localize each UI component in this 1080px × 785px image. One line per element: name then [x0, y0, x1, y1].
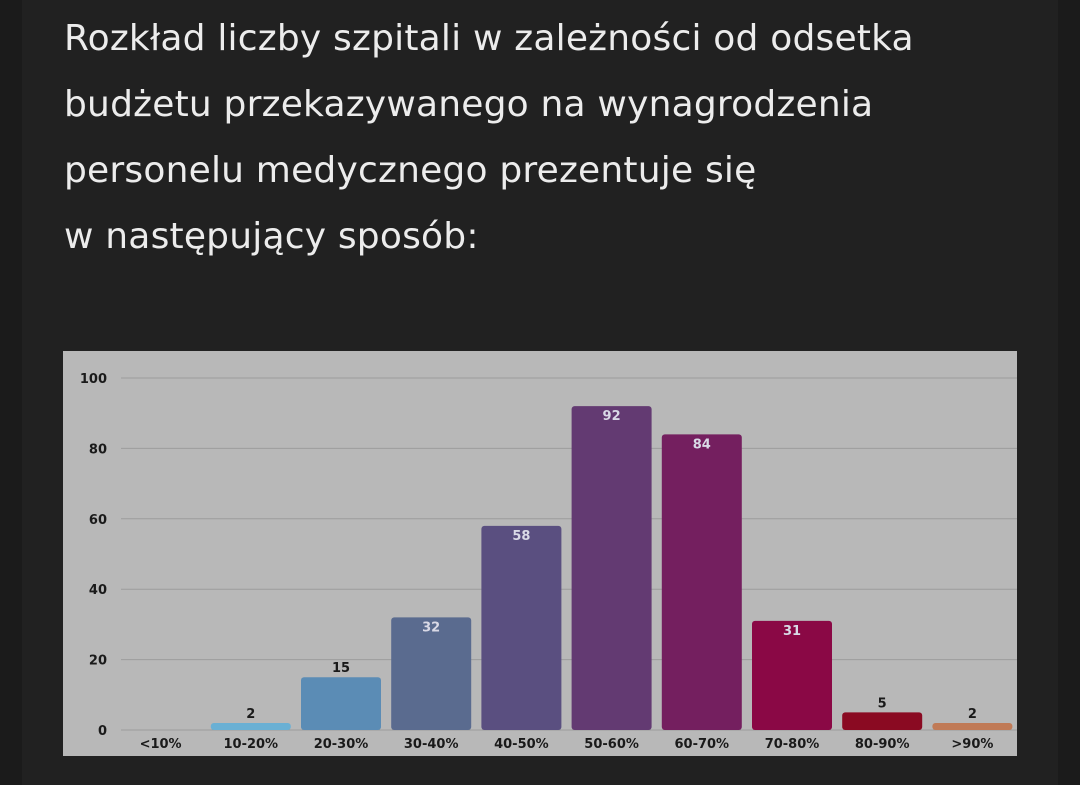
data-label: 84 [693, 437, 711, 452]
data-label: 31 [783, 624, 801, 639]
data-label: 15 [332, 661, 350, 676]
bar [752, 620, 832, 730]
bar-chart-svg: 0 20 40 60 80 100 <10% 2 10-20% 15 20-30% 32 30-40% 5… [80, 372, 1017, 752]
bar [661, 434, 742, 730]
x-tick-label: 70-80% [765, 737, 820, 752]
data-label: 58 [512, 529, 530, 544]
bar [842, 712, 923, 730]
y-tick-label: 20 [89, 654, 107, 669]
y-tick-label: 40 [89, 583, 107, 598]
x-tick-label: <10% [140, 737, 182, 752]
data-label: 2 [246, 707, 255, 722]
x-tick-label: 30-40% [404, 737, 459, 752]
x-tick-label: 80-90% [855, 737, 910, 752]
bar-chart: 0 20 40 60 80 100 <10% 2 10-20% 15 20-30% 32 30-40% 5… [63, 351, 1017, 756]
y-tick-label: 0 [98, 724, 107, 739]
bar [571, 406, 652, 730]
bar [481, 525, 562, 730]
x-tick-label: 60-70% [674, 737, 729, 752]
x-tick-label: 20-30% [314, 737, 369, 752]
x-tick-label: 50-60% [584, 737, 639, 752]
bar [391, 617, 472, 730]
y-tick-label: 60 [89, 513, 107, 528]
data-label: 32 [422, 620, 440, 635]
data-label: 2 [968, 707, 977, 722]
data-label: 92 [603, 409, 621, 424]
x-tick-label: 40-50% [494, 737, 549, 752]
y-tick-label: 100 [80, 372, 107, 387]
x-tick-label: >90% [951, 737, 993, 752]
data-label: 5 [878, 696, 887, 711]
bar [210, 722, 291, 730]
x-tick-label: 10-20% [223, 737, 278, 752]
bar [932, 722, 1013, 730]
bar [301, 677, 381, 730]
heading-text: Rozkład liczby szpitali w zależności od … [64, 18, 914, 257]
y-tick-label: 80 [89, 442, 107, 457]
